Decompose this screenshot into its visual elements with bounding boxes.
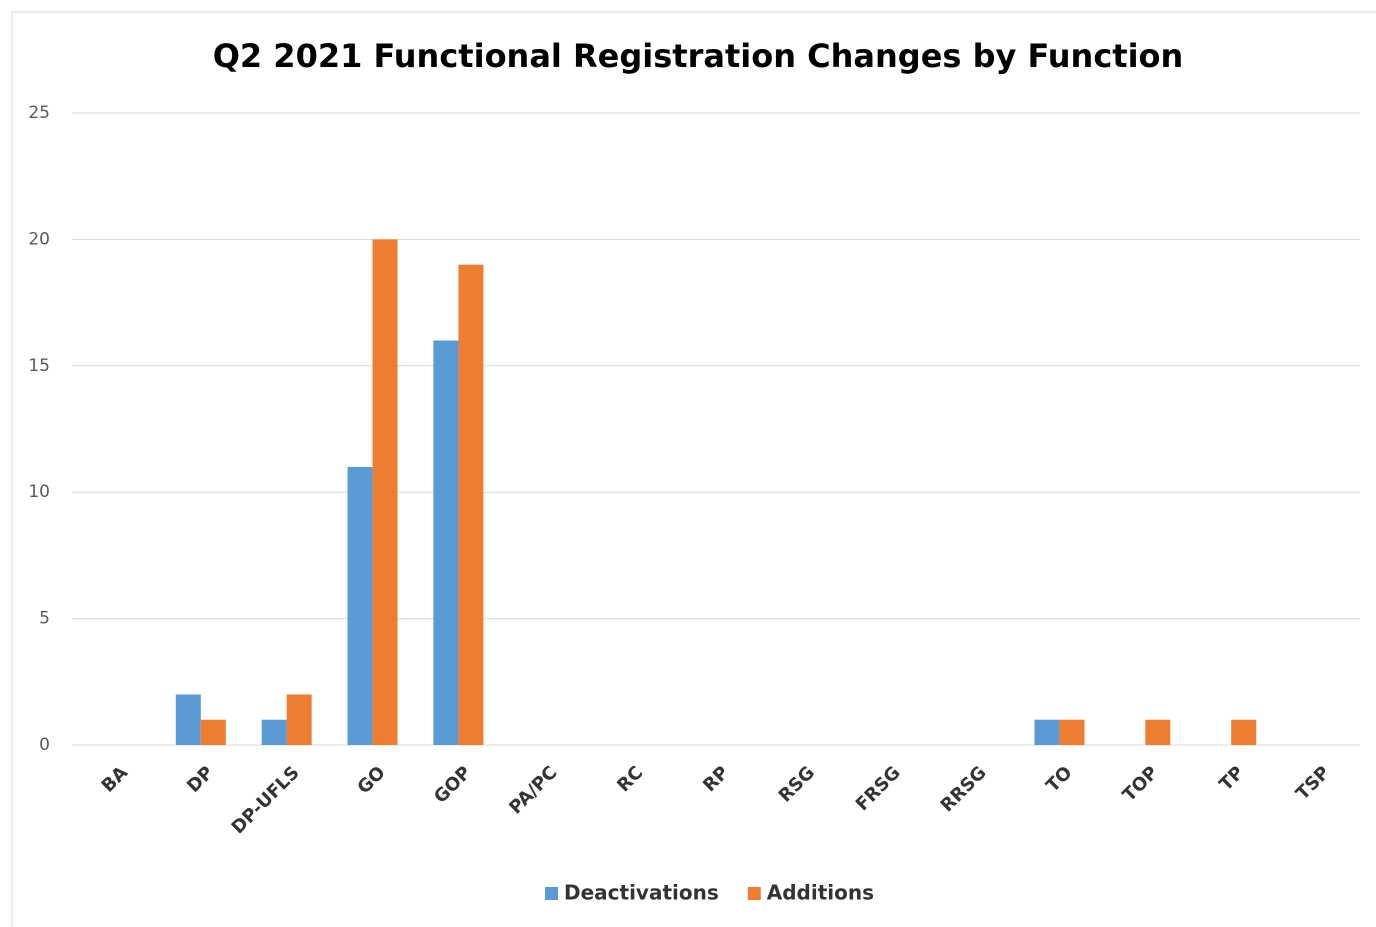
bar bbox=[1231, 719, 1257, 745]
bar bbox=[286, 694, 312, 745]
y-tick-label: 5 bbox=[39, 609, 50, 629]
bar bbox=[1145, 719, 1171, 745]
bar bbox=[347, 466, 373, 745]
y-tick-label: 10 bbox=[28, 482, 50, 502]
legend-label: Deactivations bbox=[564, 881, 719, 905]
bar bbox=[433, 340, 459, 745]
y-tick-label: 15 bbox=[28, 356, 50, 376]
legend-swatch bbox=[747, 887, 761, 900]
bar bbox=[1034, 719, 1060, 745]
bar bbox=[175, 694, 201, 745]
chart-border bbox=[11, 11, 1376, 927]
chart-title: Q2 2021 Functional Registration Changes … bbox=[213, 37, 1184, 75]
bar bbox=[1059, 719, 1085, 745]
y-tick-label: 0 bbox=[39, 735, 50, 755]
bar bbox=[261, 719, 287, 745]
y-tick-label: 25 bbox=[28, 103, 50, 123]
legend-label: Additions bbox=[767, 881, 874, 905]
bar bbox=[372, 239, 398, 745]
bar bbox=[458, 264, 484, 745]
bar bbox=[200, 719, 226, 745]
y-tick-label: 20 bbox=[28, 229, 50, 249]
legend-swatch bbox=[545, 887, 558, 900]
